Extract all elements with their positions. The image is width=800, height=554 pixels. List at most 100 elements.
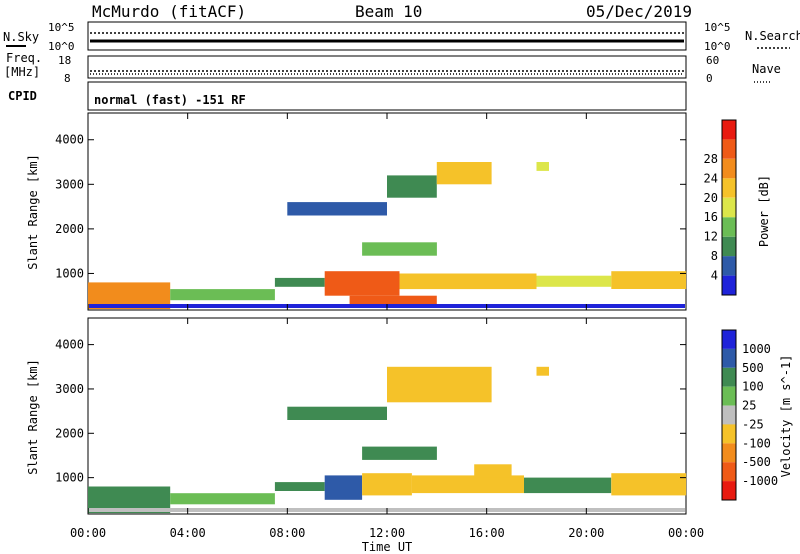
velocity-colorbar-tick-label: -500 [742, 455, 771, 469]
cpid-panel [87, 81, 687, 111]
noise-tick-right-low: 10^0 [704, 40, 731, 53]
velocity-colorbar-tick-label: -100 [742, 436, 771, 450]
x-tick-label: 16:00 [469, 526, 505, 540]
freq-tick-low: 8 [64, 72, 71, 85]
velocity-colorbar-swatch [722, 405, 736, 425]
velocity-echo-region [524, 477, 612, 494]
velocity-echo-region [287, 406, 387, 420]
power-echo-region [436, 162, 492, 185]
velocity-echo-region [387, 366, 492, 403]
noise-tick-left-high: 10^5 [48, 21, 75, 34]
beam-title: Beam 10 [355, 2, 422, 21]
freq-label-2: [MHz] [4, 65, 40, 79]
cpid-text: normal (fast) -151 RF [94, 93, 246, 107]
time-axis: 00:00 04:00 08:00 12:00 16:00 20:00 00:00 [70, 113, 704, 540]
velocity-colorbar-tick-label: 1000 [742, 342, 771, 356]
x-tick-label: 20:00 [568, 526, 604, 540]
freq-label-1: Freq. [6, 51, 42, 65]
power-echo-region [611, 271, 687, 289]
velocity-y-tick-label: 2000 [55, 426, 84, 440]
station-title: McMurdo (fitACF) [92, 2, 246, 21]
velocity-echo-region [324, 475, 363, 500]
noise-panel [87, 21, 687, 51]
nsearch-label: N.Search [745, 29, 800, 43]
velocity-colorbar-swatch [722, 348, 736, 368]
power-colorbar-swatch [722, 197, 736, 218]
freq-tick-high: 18 [58, 54, 71, 67]
power-y-tick-label: 3000 [55, 177, 84, 191]
velocity-y-tick-label: 1000 [55, 471, 84, 485]
velocity-colorbar-tick-label: 25 [742, 399, 756, 413]
velocity-y-axis: 1000 2000 3000 4000 [55, 338, 686, 485]
power-echo-region [349, 295, 437, 305]
velocity-colorbar-tick-label: 100 [742, 380, 764, 394]
velocity-echo-region [411, 475, 524, 494]
x-axis-label: Time UT [362, 540, 413, 554]
velocity-echo-region [474, 464, 512, 478]
cpid-label: CPID [8, 89, 37, 103]
velocity-colorbar-tick-label: -25 [742, 417, 764, 431]
velocity-y-tick-label: 3000 [55, 382, 84, 396]
power-echo-region [170, 289, 275, 301]
nave-tick-low: 0 [706, 72, 713, 85]
velocity-colorbar-tick-label: -1000 [742, 474, 778, 488]
velocity-heatmap [88, 366, 687, 514]
velocity-colorbar-swatch [722, 462, 736, 482]
velocity-echo-region [362, 446, 437, 460]
power-colorbar-swatch [722, 139, 736, 159]
velocity-echo-region [274, 482, 325, 491]
power-colorbar-tick-label: 24 [704, 171, 718, 185]
power-colorbar-frame [721, 119, 737, 296]
power-echo-region [324, 271, 400, 296]
power-heatmap [88, 162, 687, 310]
power-colorbar-tick-label: 8 [711, 249, 718, 263]
velocity-ylabel: Slant Range [km] [26, 359, 40, 475]
power-echo-region [536, 275, 612, 287]
power-colorbar-swatch [722, 256, 736, 276]
power-echo-region [287, 202, 387, 216]
power-colorbar-swatch [722, 217, 736, 237]
velocity-echo-region [170, 493, 275, 505]
velocity-colorbar-swatch [722, 367, 736, 387]
noise-tick-right-high: 10^5 [704, 21, 731, 34]
noise-tick-left-low: 10^0 [48, 40, 75, 53]
power-y-axis: 1000 2000 3000 4000 [55, 133, 686, 280]
velocity-echo-region [362, 473, 412, 496]
velocity-colorbar-swatch [722, 424, 736, 444]
power-echo-region [536, 162, 549, 171]
x-tick-label: 00:00 [668, 526, 704, 540]
nave-tick-high: 60 [706, 54, 719, 67]
velocity-echo-region [536, 366, 549, 376]
velocity-y-tick-label: 4000 [55, 338, 84, 352]
velocity-colorbar-swatch [722, 386, 736, 406]
power-echo-region [387, 175, 437, 198]
nave-label: Nave [752, 62, 781, 76]
power-colorbar: 4 8 12 16 20 24 28 [704, 119, 737, 296]
velocity-colorbar-frame [721, 329, 737, 501]
velocity-colorbar-swatch [722, 443, 736, 463]
velocity-colorbar: 1000 500 100 25 -25 -100 -500 -1000 [721, 329, 778, 501]
velocity-colorbar-swatch [722, 481, 736, 500]
power-ylabel: Slant Range [km] [26, 154, 40, 270]
power-colorbar-swatch [722, 158, 736, 179]
velocity-echo-region [611, 473, 687, 496]
power-echo-region [399, 273, 537, 290]
power-colorbar-swatch [722, 120, 736, 140]
power-y-tick-label: 2000 [55, 222, 84, 236]
velocity-colorbar-tick-label: 500 [742, 361, 764, 375]
power-colorbar-swatch [722, 275, 736, 295]
x-tick-label: 08:00 [269, 526, 305, 540]
nsky-label: N.Sky [3, 30, 39, 44]
x-tick-label: 12:00 [369, 526, 405, 540]
date-title: 05/Dec/2019 [586, 2, 692, 21]
power-echo-region [274, 277, 325, 287]
power-colorbar-tick-label: 16 [704, 210, 718, 224]
x-tick-label: 00:00 [70, 526, 106, 540]
power-colorbar-swatch [722, 236, 736, 257]
velocity-colorbar-label: Velocity [m s^-1] [779, 355, 793, 478]
x-tick-label: 04:00 [170, 526, 206, 540]
power-colorbar-label: Power [dB] [757, 175, 771, 247]
power-y-tick-label: 4000 [55, 133, 84, 147]
power-y-tick-label: 1000 [55, 266, 84, 280]
